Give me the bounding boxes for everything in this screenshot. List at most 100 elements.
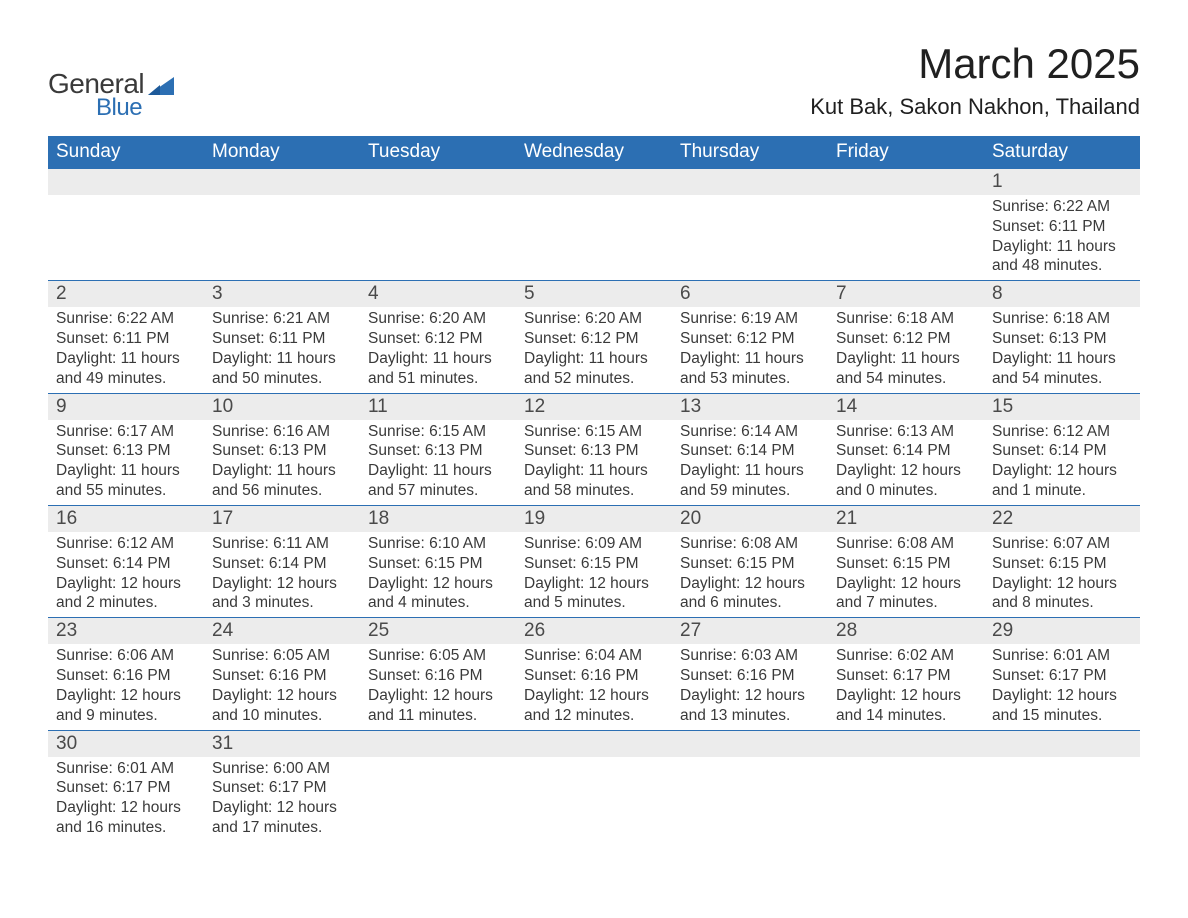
day-cell-body: Sunrise: 6:21 AMSunset: 6:11 PMDaylight:… bbox=[204, 307, 360, 393]
sunrise-text: Sunrise: 6:21 AM bbox=[212, 309, 352, 329]
day-detail: Sunrise: 6:22 AMSunset: 6:11 PMDaylight:… bbox=[984, 195, 1140, 280]
sunrise-text: Sunrise: 6:18 AM bbox=[992, 309, 1132, 329]
daylight-text: Daylight: 11 hours and 56 minutes. bbox=[212, 461, 352, 501]
sunset-text: Sunset: 6:15 PM bbox=[992, 554, 1132, 574]
daylight-text: Daylight: 11 hours and 51 minutes. bbox=[368, 349, 508, 389]
sunrise-text: Sunrise: 6:05 AM bbox=[368, 646, 508, 666]
day-cell-number: 26 bbox=[516, 618, 672, 645]
sunrise-text: Sunrise: 6:05 AM bbox=[212, 646, 352, 666]
day-cell-number: 25 bbox=[360, 618, 516, 645]
day-cell-body: Sunrise: 6:11 AMSunset: 6:14 PMDaylight:… bbox=[204, 532, 360, 618]
sunrise-text: Sunrise: 6:16 AM bbox=[212, 422, 352, 442]
sunset-text: Sunset: 6:13 PM bbox=[56, 441, 196, 461]
sunrise-text: Sunrise: 6:01 AM bbox=[56, 759, 196, 779]
day-number: 28 bbox=[828, 618, 984, 644]
day-cell-body: Sunrise: 6:08 AMSunset: 6:15 PMDaylight:… bbox=[672, 532, 828, 618]
sunrise-text: Sunrise: 6:17 AM bbox=[56, 422, 196, 442]
daylight-text: Daylight: 11 hours and 58 minutes. bbox=[524, 461, 664, 501]
day-cell-number: 3 bbox=[204, 281, 360, 308]
daylight-text: Daylight: 12 hours and 5 minutes. bbox=[524, 574, 664, 614]
day-cell-body: Sunrise: 6:05 AMSunset: 6:16 PMDaylight:… bbox=[360, 644, 516, 730]
sunset-text: Sunset: 6:14 PM bbox=[212, 554, 352, 574]
day-number: 26 bbox=[516, 618, 672, 644]
day-number bbox=[984, 731, 1140, 757]
sunset-text: Sunset: 6:17 PM bbox=[992, 666, 1132, 686]
daylight-text: Daylight: 12 hours and 6 minutes. bbox=[680, 574, 820, 614]
day-cell-number bbox=[672, 169, 828, 196]
day-cell-body: Sunrise: 6:20 AMSunset: 6:12 PMDaylight:… bbox=[516, 307, 672, 393]
day-detail: Sunrise: 6:11 AMSunset: 6:14 PMDaylight:… bbox=[204, 532, 360, 617]
day-cell-body: Sunrise: 6:08 AMSunset: 6:15 PMDaylight:… bbox=[828, 532, 984, 618]
daylight-text: Daylight: 12 hours and 12 minutes. bbox=[524, 686, 664, 726]
day-cell-number: 31 bbox=[204, 730, 360, 757]
day-cell-body: Sunrise: 6:22 AMSunset: 6:11 PMDaylight:… bbox=[984, 195, 1140, 281]
day-detail: Sunrise: 6:08 AMSunset: 6:15 PMDaylight:… bbox=[828, 532, 984, 617]
day-detail: Sunrise: 6:13 AMSunset: 6:14 PMDaylight:… bbox=[828, 420, 984, 505]
daylight-text: Daylight: 11 hours and 55 minutes. bbox=[56, 461, 196, 501]
daylight-text: Daylight: 12 hours and 8 minutes. bbox=[992, 574, 1132, 614]
day-detail bbox=[516, 757, 672, 841]
daylight-text: Daylight: 11 hours and 48 minutes. bbox=[992, 237, 1132, 277]
day-cell-number: 7 bbox=[828, 281, 984, 308]
sunset-text: Sunset: 6:14 PM bbox=[992, 441, 1132, 461]
day-detail bbox=[672, 196, 828, 280]
day-cell-number: 23 bbox=[48, 618, 204, 645]
day-detail bbox=[48, 196, 204, 280]
location-subtitle: Kut Bak, Sakon Nakhon, Thailand bbox=[810, 94, 1140, 120]
sunrise-text: Sunrise: 6:03 AM bbox=[680, 646, 820, 666]
dow-wednesday: Wednesday bbox=[516, 136, 672, 169]
daylight-text: Daylight: 11 hours and 57 minutes. bbox=[368, 461, 508, 501]
day-number: 24 bbox=[204, 618, 360, 644]
day-cell-body: Sunrise: 6:12 AMSunset: 6:14 PMDaylight:… bbox=[984, 420, 1140, 506]
day-detail: Sunrise: 6:19 AMSunset: 6:12 PMDaylight:… bbox=[672, 307, 828, 392]
day-cell-number: 19 bbox=[516, 505, 672, 532]
sunrise-text: Sunrise: 6:20 AM bbox=[524, 309, 664, 329]
day-cell-body: Sunrise: 6:06 AMSunset: 6:16 PMDaylight:… bbox=[48, 644, 204, 730]
sunset-text: Sunset: 6:11 PM bbox=[992, 217, 1132, 237]
day-cell-number: 4 bbox=[360, 281, 516, 308]
sunset-text: Sunset: 6:15 PM bbox=[836, 554, 976, 574]
sunrise-text: Sunrise: 6:09 AM bbox=[524, 534, 664, 554]
day-number: 10 bbox=[204, 394, 360, 420]
day-detail: Sunrise: 6:15 AMSunset: 6:13 PMDaylight:… bbox=[360, 420, 516, 505]
logo-triangle-icon bbox=[148, 73, 174, 95]
sunrise-text: Sunrise: 6:01 AM bbox=[992, 646, 1132, 666]
day-cell-number: 8 bbox=[984, 281, 1140, 308]
day-cell-body: Sunrise: 6:18 AMSunset: 6:12 PMDaylight:… bbox=[828, 307, 984, 393]
day-cell-number: 27 bbox=[672, 618, 828, 645]
sunset-text: Sunset: 6:16 PM bbox=[680, 666, 820, 686]
daylight-text: Daylight: 12 hours and 9 minutes. bbox=[56, 686, 196, 726]
daylight-text: Daylight: 11 hours and 52 minutes. bbox=[524, 349, 664, 389]
day-cell-number: 5 bbox=[516, 281, 672, 308]
day-detail: Sunrise: 6:12 AMSunset: 6:14 PMDaylight:… bbox=[48, 532, 204, 617]
sunrise-text: Sunrise: 6:15 AM bbox=[524, 422, 664, 442]
daylight-text: Daylight: 11 hours and 54 minutes. bbox=[992, 349, 1132, 389]
sunset-text: Sunset: 6:12 PM bbox=[836, 329, 976, 349]
day-number: 16 bbox=[48, 506, 204, 532]
logo-text-blue: Blue bbox=[96, 94, 174, 122]
day-cell-number bbox=[204, 169, 360, 196]
day-detail: Sunrise: 6:07 AMSunset: 6:15 PMDaylight:… bbox=[984, 532, 1140, 617]
sunrise-text: Sunrise: 6:19 AM bbox=[680, 309, 820, 329]
sunrise-text: Sunrise: 6:08 AM bbox=[680, 534, 820, 554]
day-number bbox=[360, 731, 516, 757]
sunset-text: Sunset: 6:16 PM bbox=[368, 666, 508, 686]
week-daynum-row: 16171819202122 bbox=[48, 505, 1140, 532]
sunrise-text: Sunrise: 6:06 AM bbox=[56, 646, 196, 666]
day-number: 17 bbox=[204, 506, 360, 532]
day-number: 1 bbox=[984, 169, 1140, 195]
day-detail bbox=[204, 196, 360, 280]
sunset-text: Sunset: 6:12 PM bbox=[680, 329, 820, 349]
sunset-text: Sunset: 6:11 PM bbox=[56, 329, 196, 349]
sunset-text: Sunset: 6:14 PM bbox=[836, 441, 976, 461]
day-detail: Sunrise: 6:16 AMSunset: 6:13 PMDaylight:… bbox=[204, 420, 360, 505]
daylight-text: Daylight: 12 hours and 3 minutes. bbox=[212, 574, 352, 614]
day-cell-number bbox=[48, 169, 204, 196]
sunrise-text: Sunrise: 6:07 AM bbox=[992, 534, 1132, 554]
day-cell-body: Sunrise: 6:12 AMSunset: 6:14 PMDaylight:… bbox=[48, 532, 204, 618]
day-cell-body: Sunrise: 6:15 AMSunset: 6:13 PMDaylight:… bbox=[516, 420, 672, 506]
day-cell-body bbox=[828, 195, 984, 281]
day-number bbox=[516, 731, 672, 757]
day-cell-number: 10 bbox=[204, 393, 360, 420]
sunset-text: Sunset: 6:17 PM bbox=[212, 778, 352, 798]
